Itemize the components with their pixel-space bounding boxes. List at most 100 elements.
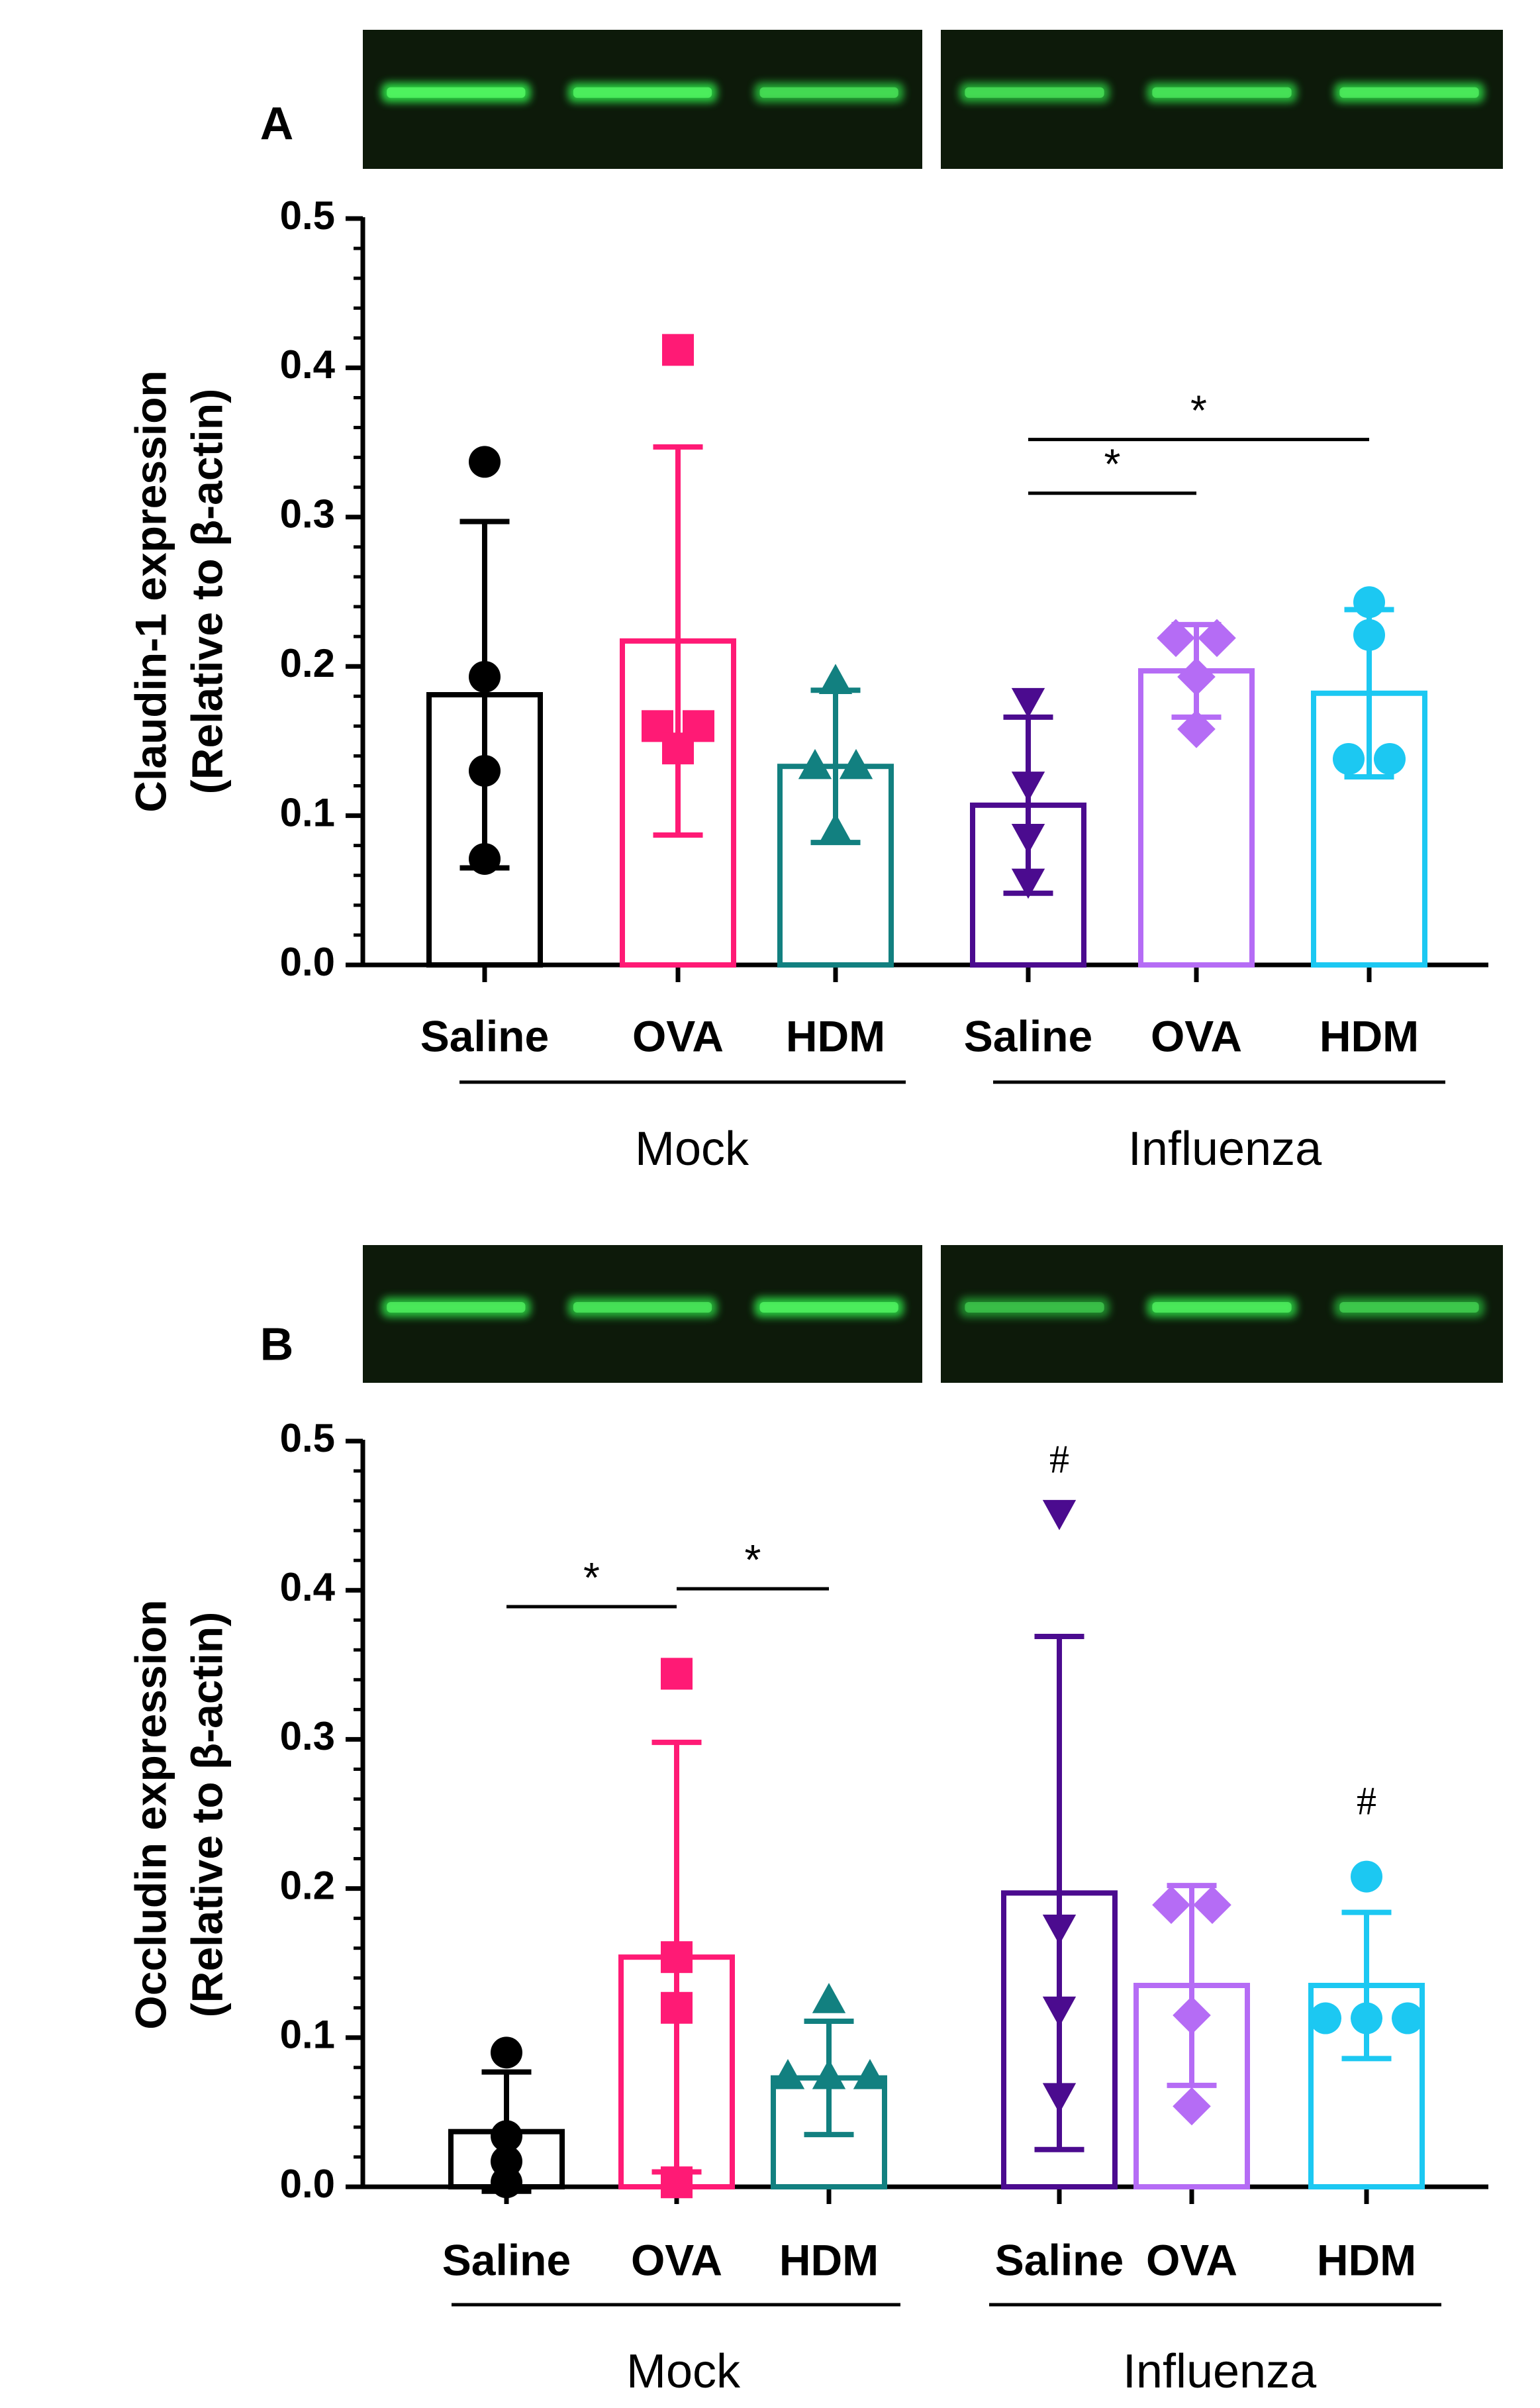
data-point	[812, 2058, 846, 2089]
western-blot-mock	[363, 1245, 922, 1383]
blot-band-core	[1339, 87, 1479, 98]
data-point	[1157, 619, 1195, 658]
data-point	[1353, 619, 1385, 651]
data-point	[818, 813, 853, 844]
hash-mark: #	[1357, 1779, 1376, 1823]
data-point	[1177, 710, 1216, 748]
data-point	[1351, 2002, 1382, 2034]
blot-band-core	[387, 87, 526, 98]
y-tick-label: 0.4	[280, 342, 336, 387]
y-tick-label: 0.1	[280, 2013, 335, 2057]
significance-star: *	[1104, 440, 1121, 488]
y-tick-label: 0.2	[280, 1863, 335, 1907]
data-point	[661, 1991, 693, 2024]
western-blot-influenza	[941, 1245, 1503, 1383]
x-category-label: OVA	[632, 1011, 724, 1060]
data-point	[662, 732, 694, 765]
y-tick-label: 0.5	[280, 1416, 335, 1460]
blot-band-core	[387, 1302, 526, 1313]
data-point	[1351, 1860, 1382, 1893]
data-point	[491, 2166, 522, 2199]
blot-band-core	[965, 87, 1104, 98]
data-point	[662, 334, 694, 366]
group-label-mock: Mock	[626, 2345, 741, 2398]
x-category-label: Saline	[964, 1011, 1092, 1060]
blot-band-core	[759, 1302, 898, 1313]
y-tick-label: 0.0	[280, 940, 335, 984]
significance-star: *	[1190, 387, 1207, 434]
blot-band	[959, 1297, 1110, 1318]
data-point	[839, 748, 873, 779]
data-point	[1310, 2002, 1341, 2034]
panel-letter: B	[260, 1318, 294, 1370]
data-point	[798, 748, 832, 779]
data-point	[661, 1941, 693, 1974]
blot-band-core	[1152, 87, 1292, 98]
hash-mark: #	[1049, 1438, 1069, 1481]
y-tick-label: 0.3	[280, 1714, 335, 1758]
group-label-influenza: Influenza	[1128, 1123, 1322, 1176]
y-tick-label: 0.4	[280, 1565, 336, 1609]
blot-band-core	[759, 87, 898, 98]
data-point	[1173, 2087, 1211, 2126]
y-tick-label: 0.5	[280, 193, 335, 238]
y-axis-label: (Relative to β-actin)	[182, 1612, 231, 2017]
data-point	[661, 2166, 693, 2199]
data-point	[1042, 1499, 1077, 1530]
data-point	[469, 660, 501, 693]
data-point	[1177, 658, 1216, 696]
data-point	[1193, 1885, 1231, 1925]
data-point	[469, 446, 501, 478]
data-point	[1042, 1914, 1077, 1945]
data-point	[1011, 868, 1045, 899]
blot-band-core	[573, 87, 712, 98]
y-axis-label: Occludin expression	[126, 1599, 175, 2029]
data-point	[1011, 772, 1045, 802]
data-point	[771, 2058, 805, 2089]
x-category-label: OVA	[1151, 1011, 1242, 1060]
western-blot-influenza	[941, 30, 1503, 169]
x-category-label: HDM	[1317, 2235, 1416, 2284]
data-point	[853, 2058, 887, 2089]
blot-band	[1334, 1297, 1484, 1318]
y-tick-label: 0.2	[280, 641, 335, 685]
y-tick-label: 0.0	[280, 2162, 335, 2206]
group-label-mock: Mock	[635, 1123, 749, 1176]
data-point	[812, 1983, 846, 2013]
blot-band-core	[1152, 1302, 1292, 1313]
blot-band-core	[573, 1302, 712, 1313]
x-category-label: HDM	[786, 1011, 885, 1060]
data-point	[1374, 742, 1406, 775]
blot-band-core	[965, 1302, 1104, 1313]
data-point	[661, 1658, 693, 1690]
y-axis-label: Claudin-1 expression	[126, 370, 175, 813]
x-category-label: OVA	[1146, 2235, 1237, 2284]
significance-star: *	[745, 1536, 761, 1583]
data-point	[1333, 742, 1365, 775]
x-category-label: HDM	[1320, 1011, 1419, 1060]
blot-band-core	[1339, 1302, 1479, 1313]
data-point	[1042, 1996, 1077, 2027]
data-point	[1198, 619, 1236, 658]
x-category-label: OVA	[631, 2235, 722, 2284]
x-category-label: Saline	[420, 1011, 549, 1060]
data-point	[1392, 2002, 1423, 2034]
panel-letter: A	[260, 97, 294, 149]
group-label-influenza: Influenza	[1123, 2345, 1317, 2398]
panel-a: A 0.0 0.1 0.2 0.3 0.4 0.5 Claudin-1 expression(…	[126, 30, 1503, 1176]
x-category-label: HDM	[779, 2235, 879, 2284]
data-point	[1173, 1996, 1211, 2034]
data-point	[1011, 687, 1045, 719]
significance-star: *	[583, 1554, 600, 1601]
data-point	[1042, 2083, 1077, 2114]
western-blot-mock	[363, 30, 922, 169]
x-category-label: Saline	[442, 2235, 571, 2284]
data-point	[491, 2120, 522, 2152]
data-point	[1152, 1885, 1190, 1925]
data-point	[1353, 586, 1385, 619]
x-category-label: Saline	[995, 2235, 1124, 2284]
y-axis-label: (Relative to β-actin)	[182, 389, 231, 794]
data-point	[491, 2036, 522, 2069]
y-tick-label: 0.1	[280, 790, 335, 834]
